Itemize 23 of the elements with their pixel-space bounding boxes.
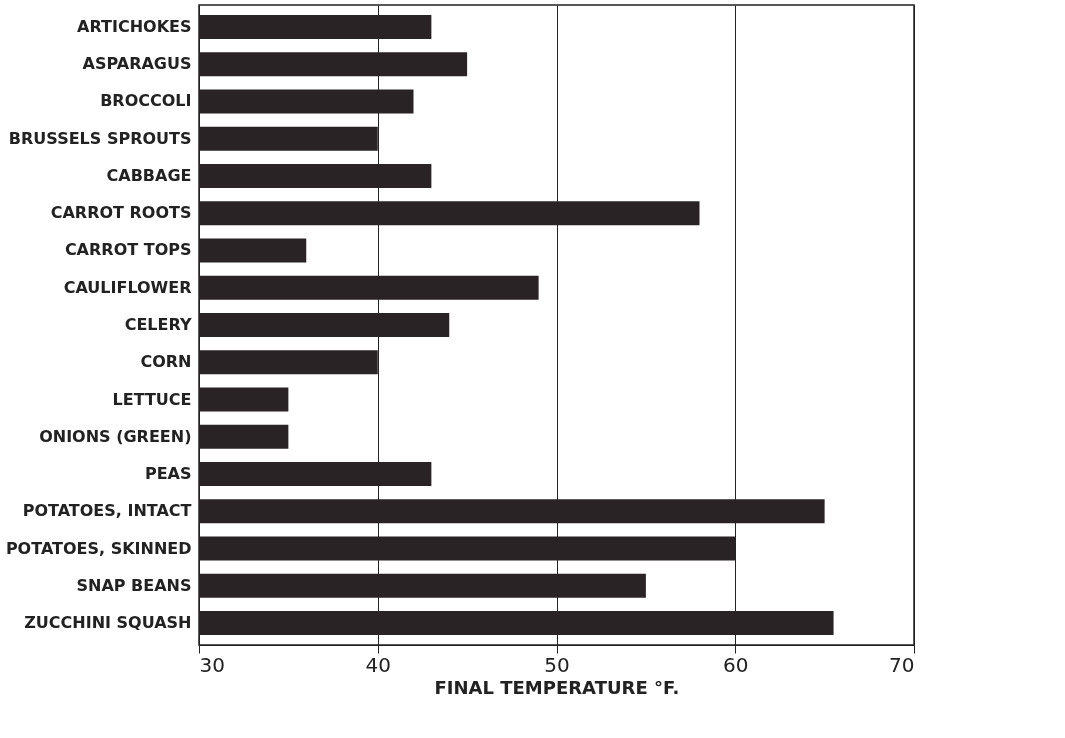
y-tick-label: PEAS	[144, 464, 192, 484]
y-tick-label: ASPARAGUS	[82, 54, 192, 74]
y-tick-label: POTATOES, INTACT	[22, 501, 192, 521]
x-tick-label: 40	[365, 652, 391, 677]
y-tick-label: CAULIFLOWER	[63, 277, 192, 297]
y-tick-label: CABBAGE	[106, 165, 192, 185]
x-axis-title: FINAL TEMPERATURE °F.	[434, 676, 680, 698]
y-tick-label: CORN	[140, 352, 192, 372]
x-tick-label: 60	[723, 652, 749, 677]
y-tick-label: SNAP BEANS	[76, 575, 192, 595]
y-tick-label: CARROT ROOTS	[50, 203, 192, 223]
y-tick-label: ONIONS (GREEN)	[39, 426, 192, 446]
x-tick-label: 50	[544, 652, 570, 677]
y-tick-label: LETTUCE	[112, 389, 192, 409]
y-tick-label: CARROT TOPS	[64, 240, 192, 260]
y-tick-label: ZUCCHINI SQUASH	[24, 613, 192, 633]
y-tick-label: BRUSSELS SPROUTS	[8, 128, 192, 148]
x-tick-label: 30	[199, 652, 225, 677]
y-tick-label: BROCCOLI	[100, 91, 192, 111]
y-tick-label: CELERY	[124, 315, 192, 334]
x-tick-label: 70	[889, 652, 915, 677]
y-tick-label: ARTICHOKES	[77, 16, 192, 36]
y-tick-label: POTATOES, SKINNED	[5, 538, 192, 558]
